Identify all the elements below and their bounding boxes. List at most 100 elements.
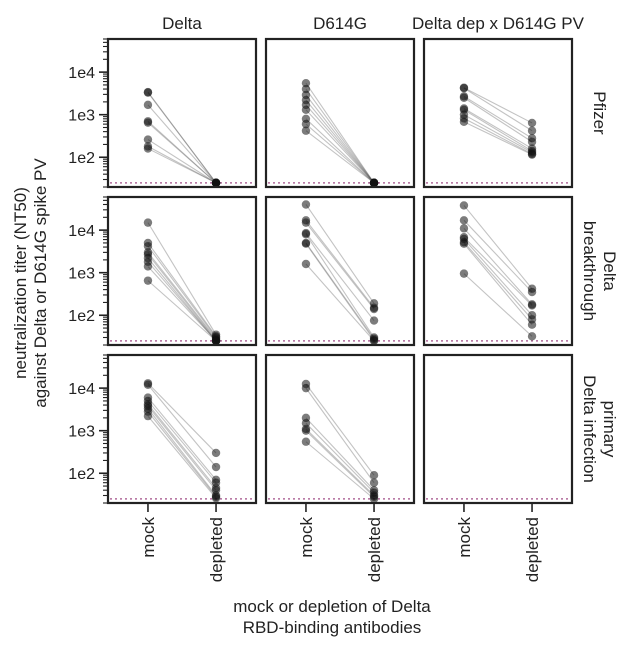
data-point-mock bbox=[301, 84, 311, 94]
paired-line bbox=[305, 441, 375, 500]
data-point-mock bbox=[459, 216, 469, 225]
paired-line bbox=[305, 130, 375, 184]
data-point-mock bbox=[301, 426, 311, 435]
paired-line bbox=[463, 114, 533, 153]
paired-line bbox=[463, 236, 533, 306]
panel-2-2: mock depleted bbox=[422, 353, 574, 582]
data-point-mock bbox=[459, 93, 469, 102]
y-tick-label: 1e3 bbox=[68, 266, 95, 283]
panel-2-1: mock depleted bbox=[264, 353, 416, 582]
data-point-mock bbox=[143, 276, 153, 285]
data-point-depleted bbox=[369, 470, 379, 480]
data-point-mock bbox=[143, 144, 153, 153]
data-point-depleted bbox=[369, 494, 379, 504]
paired-line bbox=[305, 263, 375, 342]
paired-line bbox=[305, 233, 375, 338]
data-point-mock bbox=[301, 218, 311, 227]
data-point-mock bbox=[301, 119, 311, 129]
row-title-line: primary bbox=[600, 401, 619, 458]
data-point-mock bbox=[301, 105, 311, 115]
paired-line bbox=[147, 252, 217, 340]
paired-line bbox=[147, 397, 217, 481]
paired-line bbox=[305, 430, 375, 498]
data-point-depleted bbox=[211, 336, 221, 346]
panel-1-1 bbox=[264, 195, 416, 347]
paired-line bbox=[463, 241, 533, 320]
y-tick-label: 1e2 bbox=[68, 308, 95, 325]
data-point-depleted bbox=[527, 287, 537, 297]
paired-line bbox=[147, 280, 217, 342]
paired-line bbox=[147, 120, 217, 184]
paired-line bbox=[147, 408, 217, 496]
data-point-depleted bbox=[527, 137, 537, 147]
data-point-depleted bbox=[527, 301, 537, 310]
data-point-mock bbox=[301, 200, 311, 209]
data-point-depleted bbox=[369, 336, 379, 346]
data-point-mock bbox=[459, 224, 469, 233]
x-tick-label: mock bbox=[455, 517, 474, 558]
data-point-mock bbox=[301, 126, 311, 135]
paired-line bbox=[305, 243, 375, 341]
panel-frame bbox=[422, 353, 574, 505]
y-axis-label-line: neutralization titer (NT50) bbox=[11, 187, 30, 379]
paired-line bbox=[305, 88, 375, 184]
panel-frame bbox=[264, 195, 416, 347]
data-point-depleted bbox=[527, 332, 537, 341]
data-point-depleted bbox=[211, 462, 221, 472]
paired-line bbox=[147, 266, 217, 342]
data-point-mock bbox=[143, 241, 153, 251]
paired-line bbox=[305, 428, 375, 496]
y-tick-label: 1e4 bbox=[68, 223, 95, 240]
data-point-depleted bbox=[369, 316, 379, 325]
data-point-mock bbox=[301, 230, 311, 239]
data-point-mock bbox=[143, 218, 153, 227]
paired-line bbox=[147, 253, 217, 341]
panel-frame bbox=[422, 195, 574, 347]
data-point-depleted bbox=[211, 448, 221, 458]
paired-line bbox=[463, 107, 533, 150]
data-point-mock bbox=[459, 83, 469, 93]
paired-line bbox=[305, 94, 375, 184]
paired-line bbox=[147, 411, 217, 498]
paired-line bbox=[305, 417, 375, 491]
data-point-depleted bbox=[211, 493, 221, 503]
paired-line bbox=[305, 99, 375, 184]
data-point-depleted bbox=[369, 478, 379, 487]
panel-frame bbox=[106, 353, 258, 505]
paired-line bbox=[147, 261, 217, 342]
data-point-depleted bbox=[527, 118, 537, 128]
panel-1-2 bbox=[422, 195, 574, 347]
x-tick-label: depleted bbox=[365, 517, 384, 582]
data-point-mock bbox=[143, 262, 153, 271]
paired-line bbox=[305, 422, 375, 494]
column-titles: Delta D614G Delta dep x D614G PV bbox=[162, 14, 584, 33]
paired-line bbox=[305, 123, 375, 184]
x-axis-label-line: mock or depletion of Delta bbox=[233, 597, 431, 616]
data-point-depleted bbox=[527, 126, 537, 135]
data-point-depleted bbox=[527, 320, 537, 329]
data-point-depleted bbox=[369, 304, 379, 314]
data-point-depleted bbox=[369, 178, 379, 188]
paired-line bbox=[463, 219, 533, 293]
data-point-mock bbox=[143, 380, 153, 389]
x-tick-label: mock bbox=[297, 517, 316, 558]
paired-line bbox=[147, 242, 217, 337]
data-point-mock bbox=[301, 259, 311, 269]
data-point-depleted bbox=[527, 150, 537, 159]
column-title: Delta dep x D614G PV bbox=[412, 14, 585, 33]
data-point-mock bbox=[459, 269, 469, 278]
y-tick-label: 1e2 bbox=[68, 150, 95, 167]
y-axis-label-line: against Delta or D614G spike PV bbox=[31, 158, 50, 408]
paired-line bbox=[147, 91, 217, 184]
paired-line bbox=[305, 104, 375, 184]
paired-line bbox=[305, 222, 375, 310]
paired-line bbox=[463, 238, 533, 316]
row-title-line: breakthrough bbox=[580, 221, 599, 321]
paired-line bbox=[305, 82, 375, 184]
panel-frame bbox=[264, 37, 416, 189]
panel-frame bbox=[106, 195, 258, 347]
column-title: D614G bbox=[313, 14, 367, 33]
y-tick-label: 1e4 bbox=[68, 65, 95, 82]
